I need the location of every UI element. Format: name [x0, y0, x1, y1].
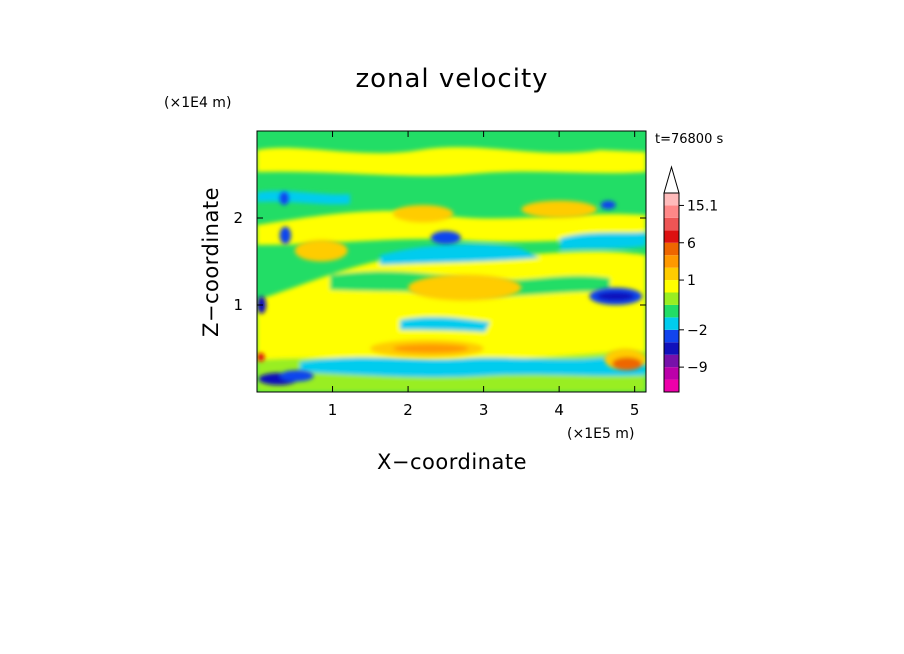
x-tick-label: 3 [479, 401, 489, 419]
y-axis-label: Z−coordinate [199, 187, 223, 337]
band-cyan-low [300, 357, 646, 378]
contour-region-10 [392, 344, 469, 353]
colorbar-band [664, 317, 679, 330]
x-tick-label: 1 [328, 401, 338, 419]
colorbar-band [664, 267, 679, 281]
band-mid-yellow [257, 210, 646, 245]
plot-area [256, 130, 647, 393]
contour-region-8 [600, 200, 616, 210]
colorbar-extend-arrow [663, 165, 680, 194]
contour-region-5 [430, 231, 461, 245]
contour-region-3 [279, 226, 291, 245]
x-tick-label: 2 [403, 401, 413, 419]
y-tick-label: 1 [233, 296, 243, 314]
y-axis-unit: (×1E4 m) [164, 95, 231, 111]
colorbar-band [664, 292, 679, 305]
contour-region-17 [257, 352, 265, 362]
x-tick-label: 4 [554, 401, 564, 419]
chart-title: zonal velocity [355, 64, 548, 94]
y-axis-ticks: 12 [233, 209, 646, 314]
contour-region-15 [392, 204, 454, 223]
x-axis-ticks: 1 2 3 4 5 [328, 131, 640, 419]
colorbar-band [664, 205, 679, 218]
colorbar-label: −9 [687, 360, 708, 376]
contour-region-4 [279, 191, 289, 205]
colorbar-band [664, 217, 679, 231]
contour-region-14 [294, 239, 348, 262]
contour-region-13 [612, 357, 643, 371]
colorbar-band [664, 255, 679, 268]
colorbar-label: 15.1 [687, 198, 718, 214]
contour-region-1 [279, 370, 314, 382]
contour-region-11 [408, 274, 522, 301]
band-upper-yellow [257, 147, 646, 176]
colorbar-band [664, 354, 679, 368]
colorbar: −9 −2 1 6 15.1 [663, 165, 718, 393]
x-axis-label: X−coordinate [377, 450, 527, 474]
colorbar-band [664, 304, 679, 318]
colorbar-band [664, 193, 679, 206]
time-label: t=76800 s [655, 132, 723, 147]
colorbar-band [664, 242, 679, 256]
colorbar-band [664, 367, 679, 380]
colorbar-band [664, 379, 679, 392]
contour-region-16 [521, 200, 597, 218]
y-tick-label: 2 [233, 209, 243, 227]
colorbar-band [664, 230, 679, 243]
x-axis-unit: (×1E5 m) [567, 426, 634, 442]
colorbar-label: 6 [687, 236, 696, 252]
colorbar-label: 1 [687, 273, 696, 289]
x-tick-label: 5 [630, 401, 640, 419]
band-cyan-right [560, 232, 646, 250]
plot-frame [256, 130, 647, 393]
colorbar-band [664, 342, 679, 355]
band-cyan-lower-mid [400, 316, 490, 332]
contour-region-7 [596, 291, 635, 301]
band-cyan-mid [380, 244, 540, 265]
colorbar-band [664, 280, 679, 293]
colorbar-label: −2 [687, 323, 708, 339]
colorbar-band [664, 329, 679, 343]
colorbar-frame [663, 192, 680, 393]
